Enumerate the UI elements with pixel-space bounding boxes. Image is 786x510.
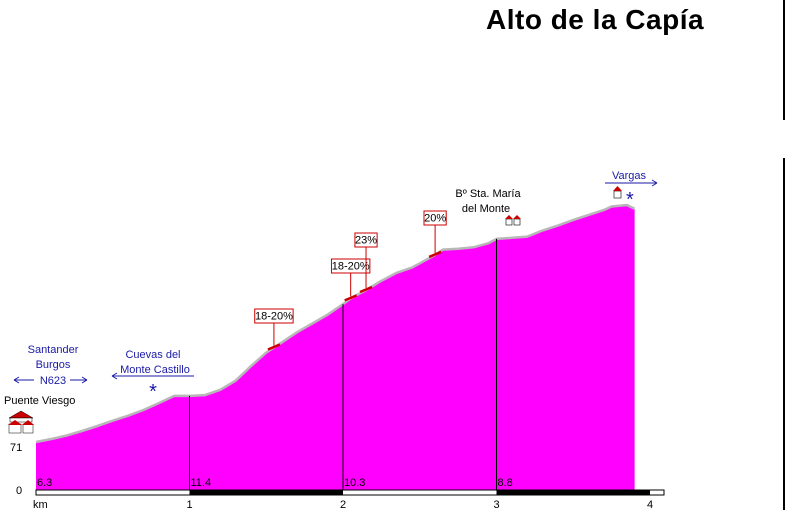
house-icon: [613, 190, 622, 199]
y-tick-label: 0: [16, 485, 22, 497]
steep-section-marker: [428, 250, 442, 259]
cave-label: Monte Castillo: [120, 364, 190, 376]
y-tick-label: 71: [10, 442, 22, 454]
segment-gradient-label: 10.3: [344, 477, 365, 489]
town-roof-icon: [8, 410, 34, 419]
baseline-bar-black-segment: [189, 490, 343, 495]
right-edge-line-bottom: [783, 158, 785, 510]
cave-label: Cuevas del: [125, 349, 180, 361]
direction-label: Santander: [28, 344, 79, 356]
left-arrow-icon: [111, 372, 194, 380]
village-label: del Monte: [462, 203, 510, 215]
house-icon: [22, 423, 34, 434]
steep-section-marker: [344, 294, 358, 302]
steep-section-box: [354, 232, 378, 248]
town-wall-icon: [9, 417, 33, 423]
baseline-bar: [35, 489, 665, 496]
steep-section-box: [423, 210, 447, 226]
house-icon: [8, 423, 22, 434]
direction-label: N623: [40, 375, 66, 387]
x-tick-label: 2: [340, 499, 346, 510]
house-roof-icon: [505, 215, 513, 219]
profile-area: [36, 205, 635, 490]
baseline-bar-black-segment: [496, 490, 650, 495]
left-arrow-icon: [13, 376, 34, 384]
start-town-label: Puente Viesgo: [4, 395, 75, 407]
right-arrow-icon: [605, 179, 658, 187]
right-arrow-icon: [70, 376, 88, 384]
steep-section-label: 18-20%: [332, 261, 370, 273]
x-tick-label: 1: [187, 499, 193, 510]
right-edge-line-top: [783, 0, 785, 120]
steep-section-label: 23%: [355, 235, 377, 247]
steep-section-label: 20%: [424, 213, 446, 225]
steep-section-marker: [267, 343, 281, 351]
village-label: Bº Sta. María: [455, 188, 521, 200]
x-tick-label: 4: [647, 499, 653, 510]
direction-label: Burgos: [36, 359, 71, 371]
house-roof-icon: [513, 215, 521, 219]
house-icon: [513, 218, 521, 226]
steep-section-marker: [359, 285, 373, 294]
x-tick-label: 3: [494, 499, 500, 510]
house-icon: [505, 218, 513, 226]
segment-gradient-label: 8.8: [498, 477, 513, 489]
house-roof-icon: [22, 420, 34, 425]
segment-gradient-label: 11.4: [191, 477, 212, 489]
x-tick-label: km: [33, 499, 48, 510]
steep-section-box: [330, 258, 371, 274]
segment-gradient-label: 6.3: [37, 477, 52, 489]
house-roof-icon: [8, 420, 22, 425]
steep-section-box: [254, 308, 294, 324]
chart-title: Alto de la Capía: [486, 4, 705, 35]
viewpoint-asterisk-icon: *: [626, 189, 634, 211]
house-roof-icon: [613, 186, 622, 191]
viewpoint-asterisk-icon: *: [149, 381, 157, 403]
end-direction-label: Vargas: [612, 170, 647, 182]
steep-section-label: 18-20%: [255, 311, 293, 323]
